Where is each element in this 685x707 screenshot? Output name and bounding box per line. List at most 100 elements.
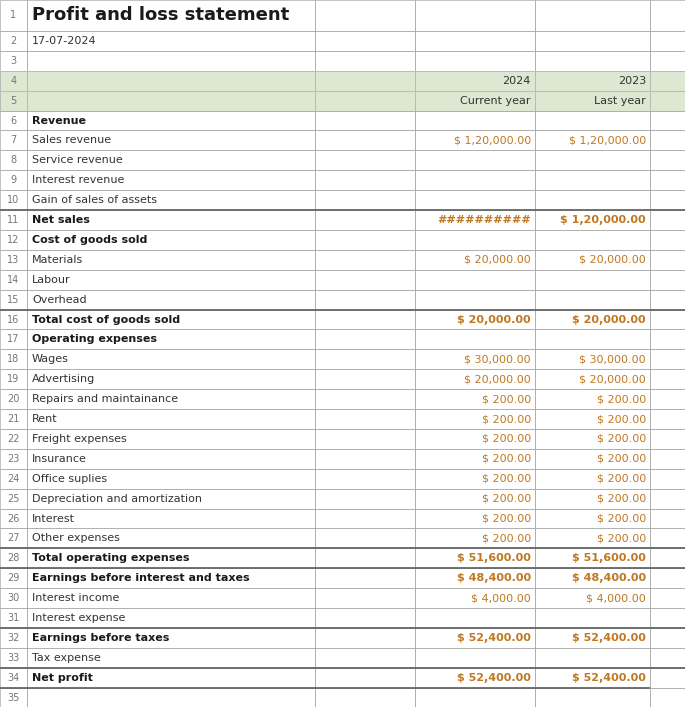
Bar — [27, 310, 315, 329]
Bar — [650, 549, 685, 568]
Bar — [650, 90, 685, 110]
Bar — [315, 508, 415, 529]
Text: Earnings before interest and taxes: Earnings before interest and taxes — [32, 573, 249, 583]
Text: 8: 8 — [10, 156, 16, 165]
Bar — [535, 469, 650, 489]
Bar — [315, 31, 415, 51]
Bar — [0, 529, 27, 549]
Bar — [315, 588, 415, 608]
Bar — [315, 648, 415, 668]
Text: 25: 25 — [8, 493, 20, 503]
Bar — [315, 608, 415, 628]
Bar — [415, 51, 535, 71]
Bar — [27, 51, 315, 71]
Bar — [415, 110, 535, 131]
Bar — [415, 628, 535, 648]
Bar — [0, 608, 27, 628]
Bar — [0, 310, 27, 329]
Bar — [27, 529, 315, 549]
Text: 33: 33 — [8, 653, 20, 663]
Bar — [27, 71, 315, 90]
Bar — [0, 0, 27, 31]
Bar — [415, 508, 535, 529]
Text: 1: 1 — [10, 11, 16, 21]
Bar — [315, 290, 415, 310]
Bar — [650, 329, 685, 349]
Text: $ 200.00: $ 200.00 — [482, 454, 531, 464]
Bar — [650, 429, 685, 449]
Bar — [415, 489, 535, 508]
Bar — [27, 329, 315, 349]
Text: 31: 31 — [8, 613, 20, 623]
Bar — [535, 270, 650, 290]
Bar — [650, 608, 685, 628]
Text: $ 200.00: $ 200.00 — [482, 414, 531, 424]
Text: 3: 3 — [10, 56, 16, 66]
Text: $ 200.00: $ 200.00 — [597, 474, 646, 484]
Text: $ 20,000.00: $ 20,000.00 — [464, 255, 531, 265]
Text: Net profit: Net profit — [32, 673, 93, 683]
Bar — [650, 688, 685, 707]
Text: 22: 22 — [8, 434, 20, 444]
Bar — [650, 409, 685, 429]
Text: 34: 34 — [8, 673, 20, 683]
Bar — [315, 549, 415, 568]
Bar — [0, 628, 27, 648]
Bar — [535, 409, 650, 429]
Bar — [535, 90, 650, 110]
Bar — [315, 389, 415, 409]
Bar — [315, 151, 415, 170]
Bar — [315, 489, 415, 508]
Text: $ 200.00: $ 200.00 — [482, 534, 531, 544]
Bar — [0, 329, 27, 349]
Text: 7: 7 — [10, 136, 16, 146]
Bar — [0, 131, 27, 151]
Text: Current year: Current year — [460, 95, 531, 105]
Bar — [415, 131, 535, 151]
Text: $ 52,400.00: $ 52,400.00 — [572, 673, 646, 683]
Bar — [27, 508, 315, 529]
Text: $ 48,400.00: $ 48,400.00 — [572, 573, 646, 583]
Bar — [535, 250, 650, 270]
Bar — [27, 369, 315, 389]
Text: 2024: 2024 — [503, 76, 531, 86]
Bar — [0, 549, 27, 568]
Text: 15: 15 — [8, 295, 20, 305]
Bar — [0, 508, 27, 529]
Bar — [27, 0, 315, 31]
Bar — [650, 71, 685, 90]
Bar — [415, 329, 535, 349]
Bar — [0, 230, 27, 250]
Bar — [315, 110, 415, 131]
Text: $ 200.00: $ 200.00 — [597, 414, 646, 424]
Bar — [27, 71, 315, 90]
Bar — [0, 71, 27, 90]
Text: Total cost of goods sold: Total cost of goods sold — [32, 315, 180, 325]
Bar — [535, 489, 650, 508]
Text: 29: 29 — [8, 573, 20, 583]
Bar — [0, 110, 27, 131]
Bar — [415, 588, 535, 608]
Bar — [415, 0, 535, 31]
Text: 5: 5 — [10, 95, 16, 105]
Bar — [0, 31, 27, 51]
Bar — [650, 190, 685, 210]
Text: Freight expenses: Freight expenses — [32, 434, 127, 444]
Bar — [0, 409, 27, 429]
Bar — [315, 250, 415, 270]
Text: $ 48,400.00: $ 48,400.00 — [457, 573, 531, 583]
Bar — [650, 230, 685, 250]
Text: Operating expenses: Operating expenses — [32, 334, 157, 344]
Bar — [415, 190, 535, 210]
Bar — [315, 90, 415, 110]
Bar — [650, 290, 685, 310]
Bar — [315, 71, 415, 90]
Bar — [27, 270, 315, 290]
Bar — [315, 628, 415, 648]
Text: $ 4,000.00: $ 4,000.00 — [471, 593, 531, 603]
Bar — [650, 250, 685, 270]
Text: 9: 9 — [10, 175, 16, 185]
Text: 20: 20 — [8, 394, 20, 404]
Bar — [0, 270, 27, 290]
Bar — [315, 429, 415, 449]
